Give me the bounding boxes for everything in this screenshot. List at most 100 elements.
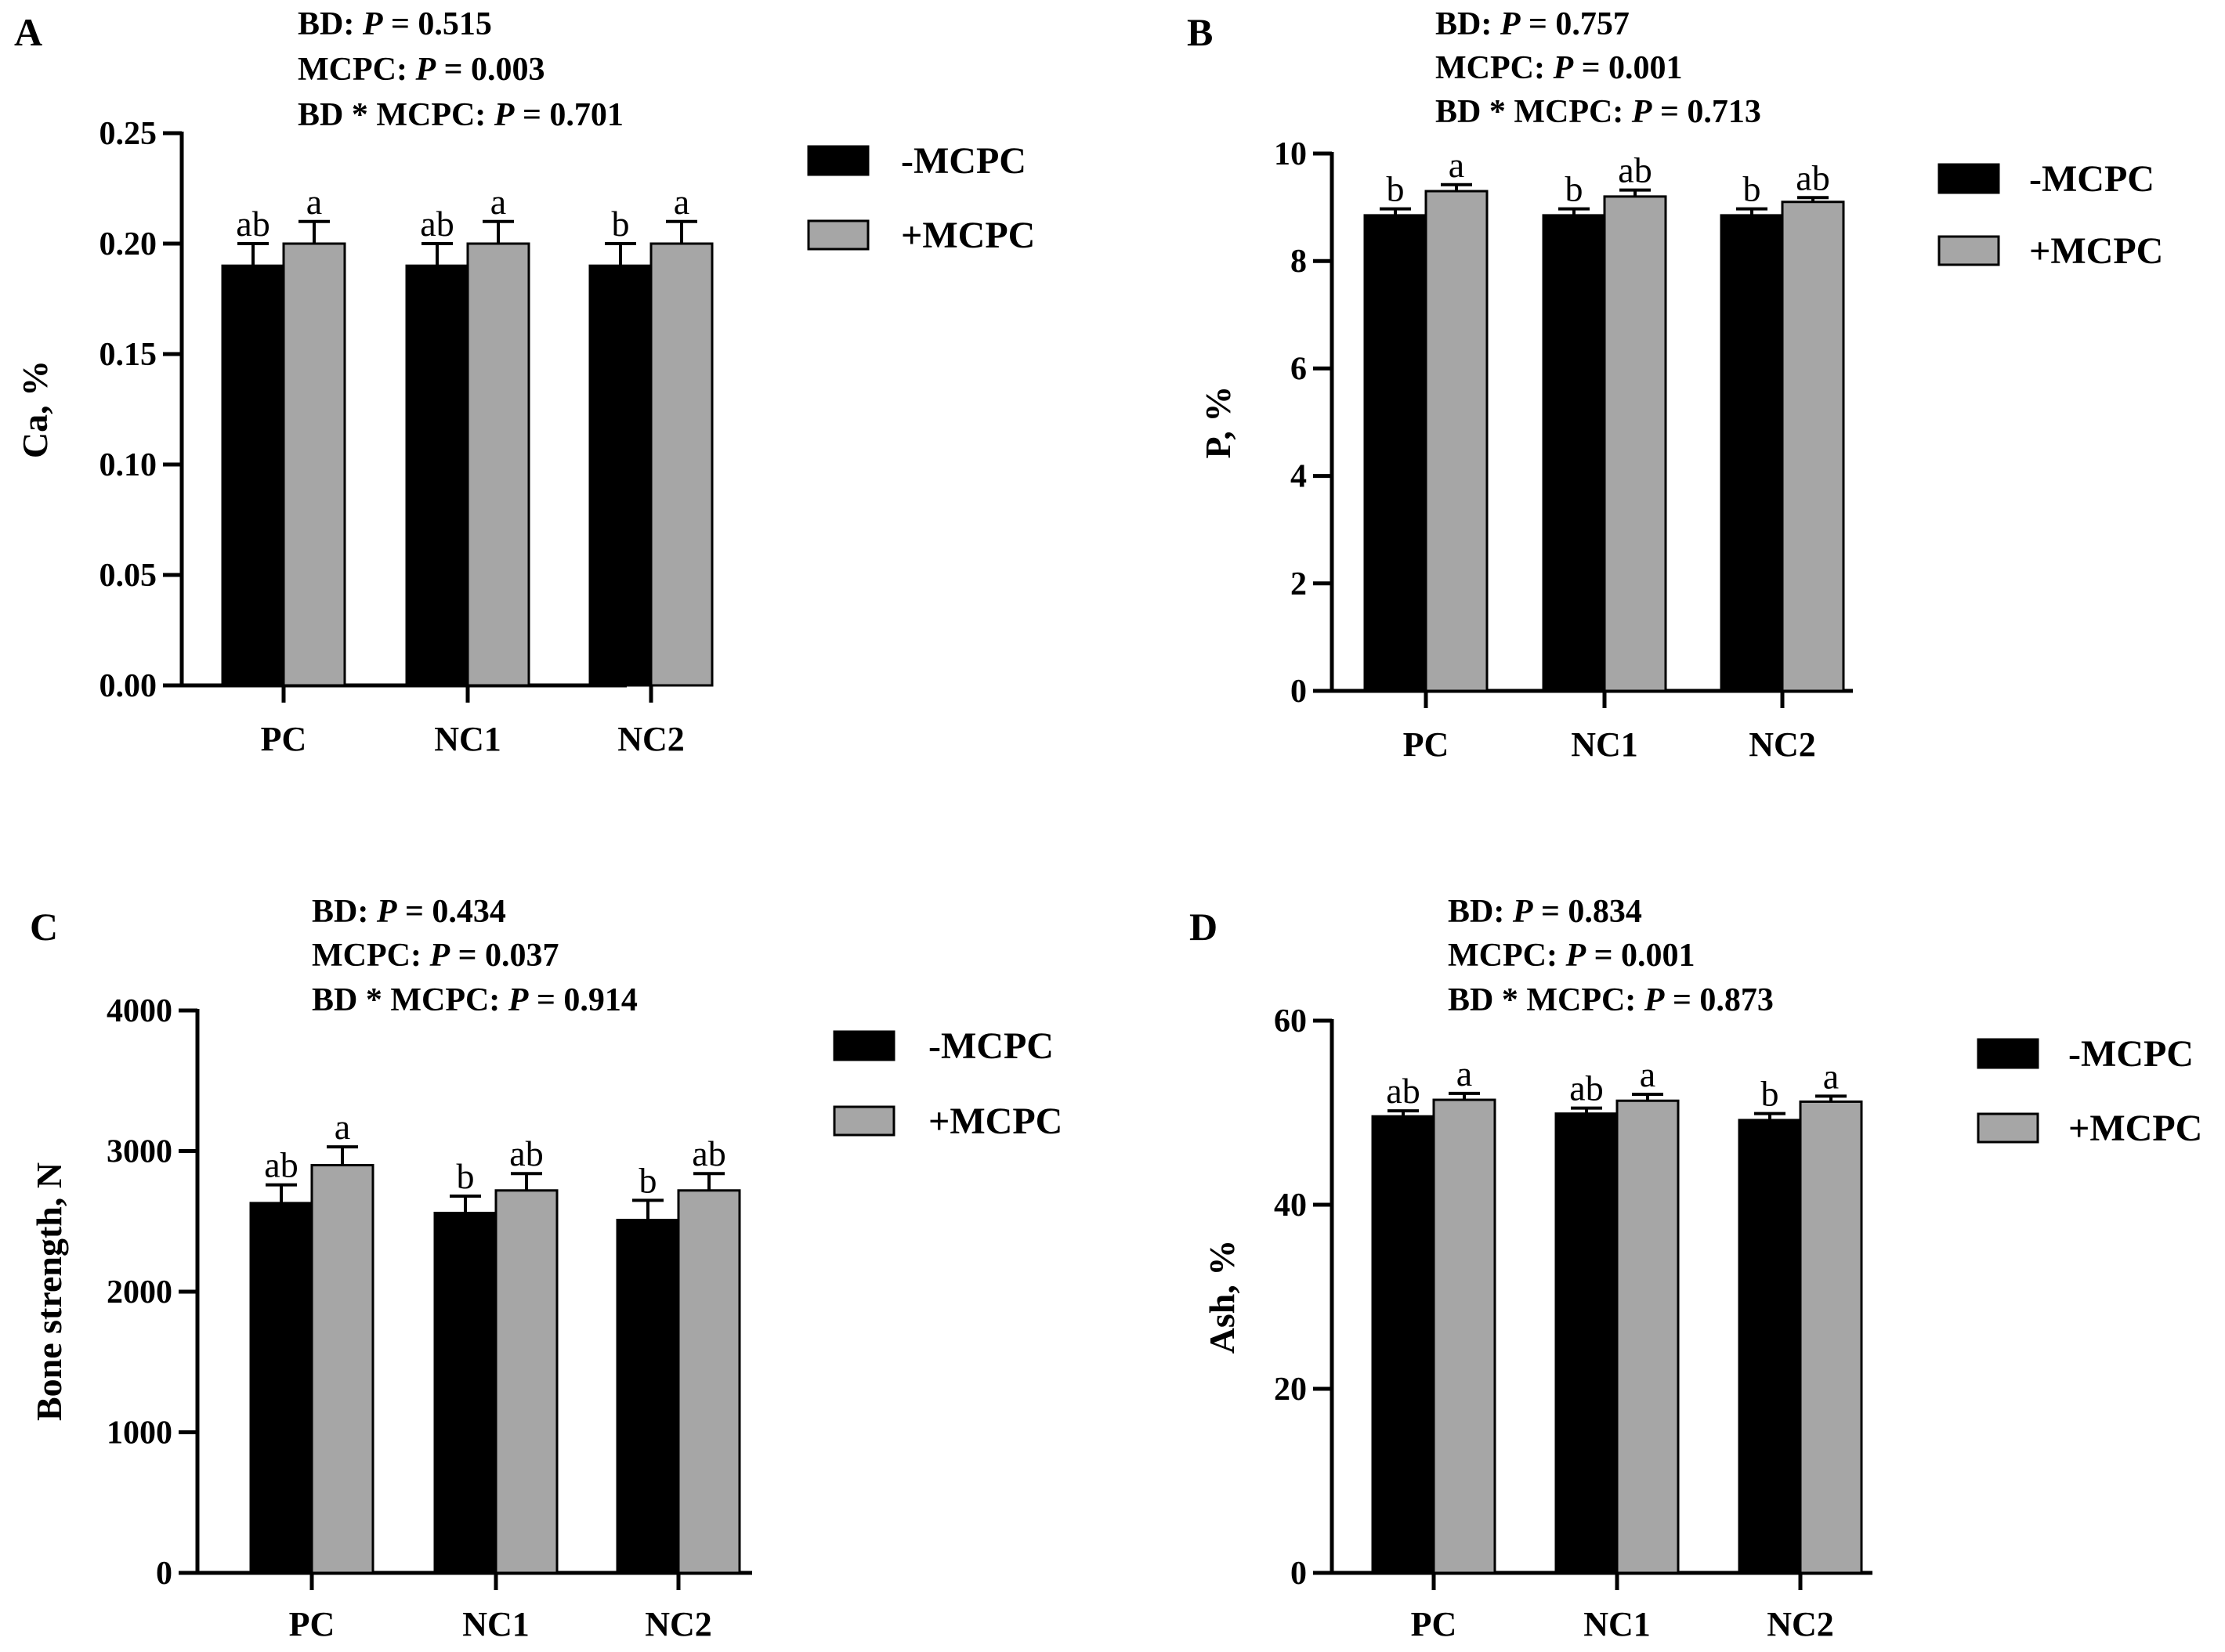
category-label: PC (261, 720, 307, 758)
bar-+MCPC-NC2 (1799, 1100, 1863, 1574)
legend-label: +MCPC (2068, 1108, 2202, 1149)
stat-p: P (508, 982, 529, 1018)
category-label: PC (1411, 1605, 1457, 1643)
y-tick-label: 0.10 (99, 447, 157, 483)
chart-panel-B: B BD: P = 0.757 MCPC: P = 0.001 BD * MCPC: … (1187, 6, 2163, 764)
significance-letter: b (1761, 1074, 1779, 1114)
significance-letter: a (1823, 1056, 1839, 1096)
stat-value: = 0.003 (436, 52, 544, 88)
y-tick-label: 0 (156, 1556, 172, 1592)
legend-swatch (1937, 163, 2000, 194)
bar--MCPC-NC1 (405, 264, 469, 687)
bar--MCPC-NC1 (1542, 214, 1606, 692)
stat-label: BD * MCPC: (1435, 94, 1632, 130)
bar-+MCPC-PC (310, 1163, 374, 1574)
panel-letter: C (30, 905, 58, 949)
stat-line: BD * MCPC: P = 0.914 (312, 982, 638, 1018)
y-tick-label: 0.00 (99, 668, 157, 704)
stat-p: P (429, 938, 450, 974)
significance-letter: b (1565, 169, 1583, 209)
bar--MCPC-NC2 (1738, 1119, 1802, 1574)
bar--MCPC-NC2 (588, 264, 653, 687)
legend-label: +MCPC (2029, 230, 2163, 272)
category-label: NC1 (462, 1605, 530, 1643)
category-label: PC (289, 1605, 335, 1643)
y-tick-label: 2000 (107, 1274, 172, 1310)
stat-line: BD: P = 0.515 (298, 6, 492, 42)
stat-p: P (1644, 982, 1665, 1018)
stat-label: MCPC: (298, 52, 415, 88)
bar--MCPC-NC2 (1720, 214, 1784, 692)
stat-line: BD: P = 0.834 (1448, 894, 1642, 930)
stat-value: = 0.001 (1586, 938, 1695, 974)
bar-+MCPC-NC1 (1615, 1099, 1680, 1574)
significance-letter: ab (264, 1145, 298, 1185)
legend-swatch (833, 1105, 895, 1137)
significance-letter: b (457, 1156, 475, 1196)
y-tick-label: 0.25 (99, 116, 157, 152)
stat-line: BD * MCPC: P = 0.701 (298, 97, 624, 133)
category-label: NC2 (1767, 1605, 1834, 1643)
category-label: PC (1403, 725, 1449, 764)
stat-p: P (414, 52, 436, 88)
y-tick-label: 40 (1274, 1187, 1307, 1224)
y-tick-label: 60 (1274, 1003, 1307, 1039)
stat-value: = 0.914 (528, 982, 637, 1018)
stat-label: MCPC: (312, 938, 429, 974)
y-axis-label: P, % (1198, 386, 1238, 459)
bar--MCPC-PC (249, 1202, 313, 1574)
y-axis-label: Bone strength, N (29, 1162, 69, 1421)
y-tick-label: 0.20 (99, 226, 157, 262)
legend-label: -MCPC (901, 140, 1026, 182)
significance-letter: ab (1796, 157, 1829, 197)
legend-swatch (833, 1030, 895, 1061)
significance-letter: ab (1569, 1068, 1603, 1108)
y-tick-label: 4000 (107, 993, 172, 1029)
stat-line: BD: P = 0.434 (312, 894, 506, 930)
stat-label: BD * MCPC: (312, 982, 508, 1018)
bar-+MCPC-NC1 (494, 1189, 559, 1574)
legend-swatch (1977, 1038, 2039, 1069)
bar--MCPC-PC (1363, 214, 1427, 692)
legend-label: -MCPC (2068, 1033, 2194, 1075)
stat-p: P (1500, 6, 1521, 42)
panel-letter: B (1187, 10, 1213, 54)
significance-letter: ab (1618, 150, 1652, 190)
significance-letter: a (674, 182, 689, 222)
stat-value: = 0.757 (1521, 6, 1630, 42)
significance-letter: ab (420, 204, 454, 244)
stat-value: = 0.037 (450, 938, 559, 974)
bar-+MCPC-PC (1432, 1098, 1496, 1574)
y-tick-label: 2 (1290, 566, 1307, 602)
y-axis-label: Ca, % (15, 360, 55, 458)
y-tick-label: 4 (1290, 459, 1307, 495)
legend-swatch (807, 219, 870, 251)
significance-letter: a (335, 1107, 350, 1147)
stat-line: MCPC: P = 0.001 (1448, 938, 1695, 974)
significance-letter: a (306, 182, 322, 222)
legend-swatch (1977, 1112, 2039, 1144)
stat-line: MCPC: P = 0.037 (312, 938, 559, 974)
stat-line: MCPC: P = 0.001 (1435, 50, 1683, 86)
stat-label: BD: (312, 894, 377, 930)
stat-value: = 0.713 (1652, 94, 1760, 130)
significance-letter: ab (1386, 1071, 1420, 1111)
category-label: NC2 (617, 720, 685, 758)
stat-p: P (1552, 50, 1573, 86)
significance-letter: a (490, 182, 506, 222)
y-tick-label: 0 (1290, 1556, 1307, 1592)
legend-label: +MCPC (928, 1101, 1062, 1142)
category-label: NC1 (1571, 725, 1638, 764)
significance-letter: a (1449, 145, 1464, 185)
stat-p: P (1631, 94, 1652, 130)
legend-label: -MCPC (2029, 158, 2154, 200)
legend-swatch (1937, 235, 2000, 266)
stat-line: BD: P = 0.757 (1435, 6, 1630, 42)
stat-value: = 0.515 (383, 6, 492, 42)
legend-label: +MCPC (901, 215, 1035, 256)
stat-p: P (362, 6, 383, 42)
stat-line: BD * MCPC: P = 0.713 (1435, 94, 1761, 130)
significance-letter: a (1456, 1054, 1472, 1094)
stat-p: P (494, 97, 515, 133)
y-tick-label: 3000 (107, 1134, 172, 1170)
